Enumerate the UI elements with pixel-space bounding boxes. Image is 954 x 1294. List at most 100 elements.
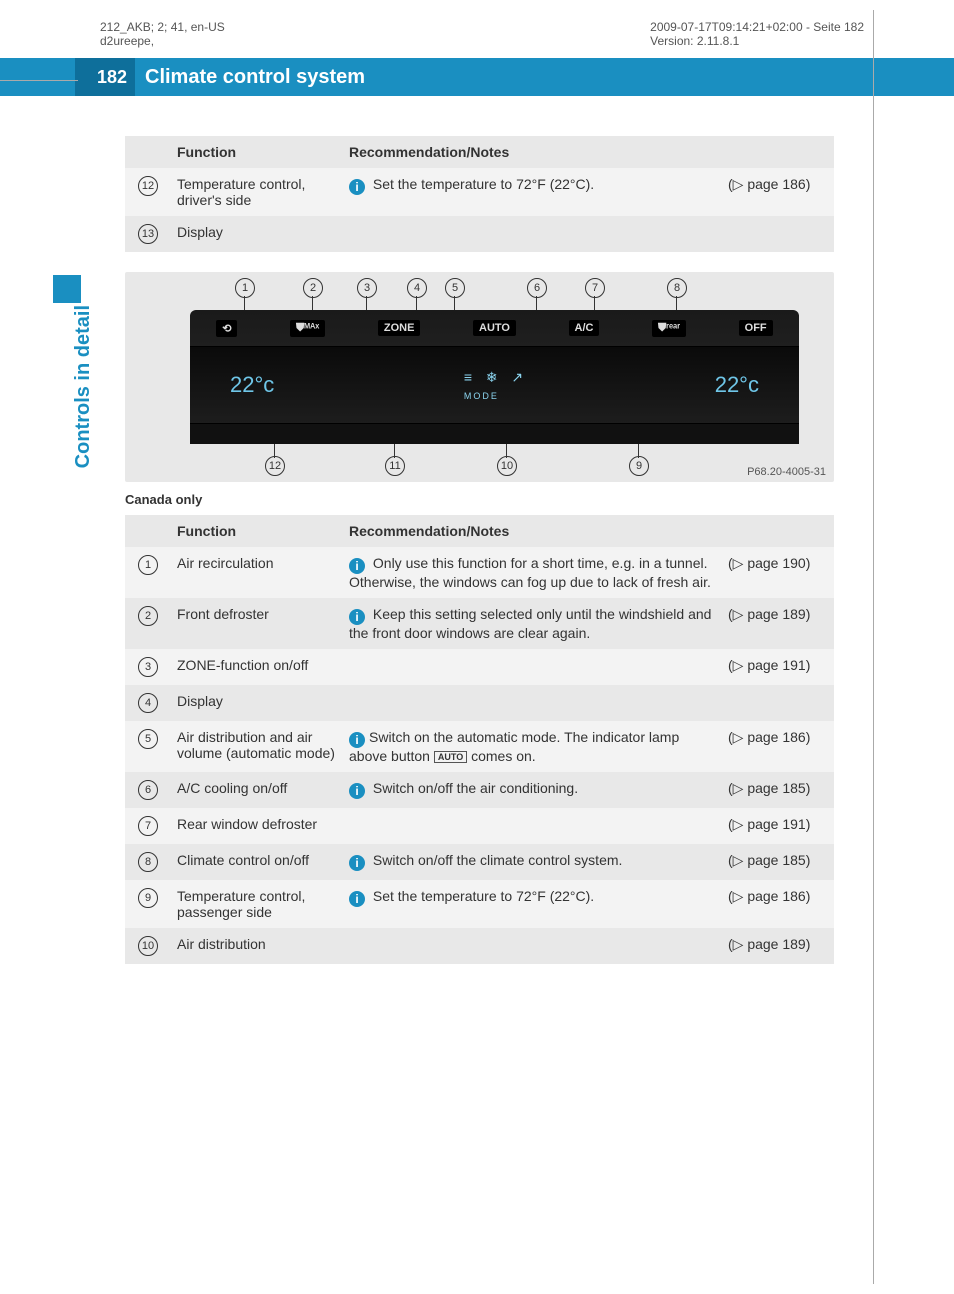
- row-number-badge: 7: [138, 816, 158, 836]
- panel-button: A/C: [569, 320, 600, 336]
- table-row: 13 Display: [125, 216, 834, 252]
- control-panel-diagram: ⟲⛊ᴹᴬˣZONEAUTOA/C⛊ʳᵉᵃʳOFF 22°c ≡ ❄ ↗MODE …: [125, 272, 834, 482]
- table-row: 8 Climate control on/offi Switch on/off t…: [125, 844, 834, 880]
- info-icon: i: [349, 609, 365, 625]
- page-ref-cell: (▷ page 185): [722, 772, 834, 808]
- panel-button: ⛊ᴹᴬˣ: [290, 320, 325, 337]
- row-number-badge: 1: [138, 555, 158, 575]
- notes-cell: [343, 685, 722, 721]
- function-cell: A/C cooling on/off: [171, 772, 343, 808]
- callout-badge: 12: [265, 456, 285, 476]
- row-number-badge: 5: [138, 729, 158, 749]
- callout-badge: 6: [527, 278, 547, 298]
- center-mode: ≡ ❄ ↗MODE: [464, 369, 525, 402]
- page-ref-cell: (▷ page 185): [722, 844, 834, 880]
- info-icon: i: [349, 558, 365, 574]
- panel-button: ZONE: [378, 320, 421, 336]
- meta-left-1: 212_AKB; 2; 41, en-US: [100, 20, 225, 34]
- callout-badge: 8: [667, 278, 687, 298]
- info-icon: i: [349, 891, 365, 907]
- meta-right-1: 2009-07-17T09:14:21+02:00 - Seite 182: [650, 20, 864, 34]
- page-ref-cell: (▷ page 189): [722, 598, 834, 649]
- info-icon: i: [349, 179, 365, 195]
- meta-left-2: d2ureepe,: [100, 34, 225, 48]
- row-number-badge: 9: [138, 888, 158, 908]
- function-cell: Display: [171, 685, 343, 721]
- notes-cell: [343, 928, 722, 964]
- function-table-2: Function Recommendation/Notes 1Air recir…: [125, 515, 834, 964]
- notes-cell: [343, 808, 722, 844]
- page-ref-cell: (▷ page 186): [722, 168, 834, 216]
- meta-right-2: Version: 2.11.8.1: [650, 34, 864, 48]
- panel-button: OFF: [739, 320, 773, 336]
- info-icon: i: [349, 732, 365, 748]
- table-row: 5 Air distribution and air volume (automa…: [125, 721, 834, 772]
- title-bar: 182 Climate control system: [0, 58, 954, 96]
- table-row: 6 A/C cooling on/offi Switch on/off the a…: [125, 772, 834, 808]
- table-row: 9 Temperature control, passenger sidei Se…: [125, 880, 834, 928]
- callout-badge: 10: [497, 456, 517, 476]
- diagram-caption: Canada only: [125, 492, 834, 507]
- page-meta-header: 212_AKB; 2; 41, en-US d2ureepe, 2009-07-…: [0, 0, 954, 58]
- row-number-badge: 10: [138, 936, 158, 956]
- info-icon: i: [349, 855, 365, 871]
- function-cell: Air distribution and air volume (automat…: [171, 721, 343, 772]
- table-row: 1 Air recirculationi Only use this functi…: [125, 547, 834, 598]
- function-cell: Air distribution: [171, 928, 343, 964]
- row-number-badge: 3: [138, 657, 158, 677]
- callout-badge: 1: [235, 278, 255, 298]
- function-cell: Display: [171, 216, 343, 252]
- page-ref-cell: [722, 216, 834, 252]
- panel-button: ⟲: [216, 320, 237, 337]
- th-function: Function: [171, 136, 343, 168]
- panel-button: ⛊ʳᵉᵃʳ: [652, 320, 686, 337]
- panel-button: AUTO: [473, 320, 516, 336]
- callout-badge: 4: [407, 278, 427, 298]
- right-temp: 22°c: [715, 372, 759, 398]
- row-number-badge: 6: [138, 780, 158, 800]
- row-number-badge: 13: [138, 224, 158, 244]
- notes-cell: i Switch on/off the climate control syst…: [343, 844, 722, 880]
- row-number-badge: 8: [138, 852, 158, 872]
- function-cell: Rear window defroster: [171, 808, 343, 844]
- function-cell: Front defroster: [171, 598, 343, 649]
- notes-cell: i Set the temperature to 72°F (22°C).: [343, 880, 722, 928]
- notes-cell: [343, 649, 722, 685]
- callout-badge: 2: [303, 278, 323, 298]
- notes-cell: iSwitch on the automatic mode. The indic…: [343, 721, 722, 772]
- page-ref-cell: [722, 685, 834, 721]
- page-ref-cell: (▷ page 191): [722, 808, 834, 844]
- function-cell: Air recirculation: [171, 547, 343, 598]
- function-table-1: Function Recommendation/Notes 12Temperat…: [125, 136, 834, 252]
- row-number-badge: 2: [138, 606, 158, 626]
- page-ref-cell: (▷ page 189): [722, 928, 834, 964]
- table-row: 2 Front defrosteri Keep this setting sele…: [125, 598, 834, 649]
- auto-box: AUTO: [434, 751, 467, 763]
- notes-cell: [343, 216, 722, 252]
- callout-badge: 7: [585, 278, 605, 298]
- page-ref-cell: (▷ page 186): [722, 880, 834, 928]
- page-ref-cell: (▷ page 191): [722, 649, 834, 685]
- callout-badge: 9: [629, 456, 649, 476]
- left-temp: 22°c: [230, 372, 274, 398]
- side-tab: [53, 275, 81, 303]
- function-cell: Climate control on/off: [171, 844, 343, 880]
- notes-cell: i Only use this function for a short tim…: [343, 547, 722, 598]
- table-row: 10 Air distribution (▷ page 189): [125, 928, 834, 964]
- notes-cell: i Keep this setting selected only until …: [343, 598, 722, 649]
- side-label: Controls in detail: [72, 305, 95, 468]
- callout-badge: 11: [385, 456, 405, 476]
- info-icon: i: [349, 783, 365, 799]
- function-cell: ZONE-function on/off: [171, 649, 343, 685]
- page-ref-cell: (▷ page 190): [722, 547, 834, 598]
- th-notes: Recommendation/Notes: [343, 136, 722, 168]
- table-row: 12Temperature control, driver's sidei Se…: [125, 168, 834, 216]
- table-row: 3 ZONE-function on/off (▷ page 191): [125, 649, 834, 685]
- diagram-code: P68.20-4005-31: [747, 466, 826, 478]
- function-cell: Temperature control, passenger side: [171, 880, 343, 928]
- notes-cell: i Set the temperature to 72°F (22°C).: [343, 168, 722, 216]
- table-row: 7 Rear window defroster (▷ page 191): [125, 808, 834, 844]
- page-ref-cell: (▷ page 186): [722, 721, 834, 772]
- notes-cell: i Switch on/off the air conditioning.: [343, 772, 722, 808]
- callout-badge: 5: [445, 278, 465, 298]
